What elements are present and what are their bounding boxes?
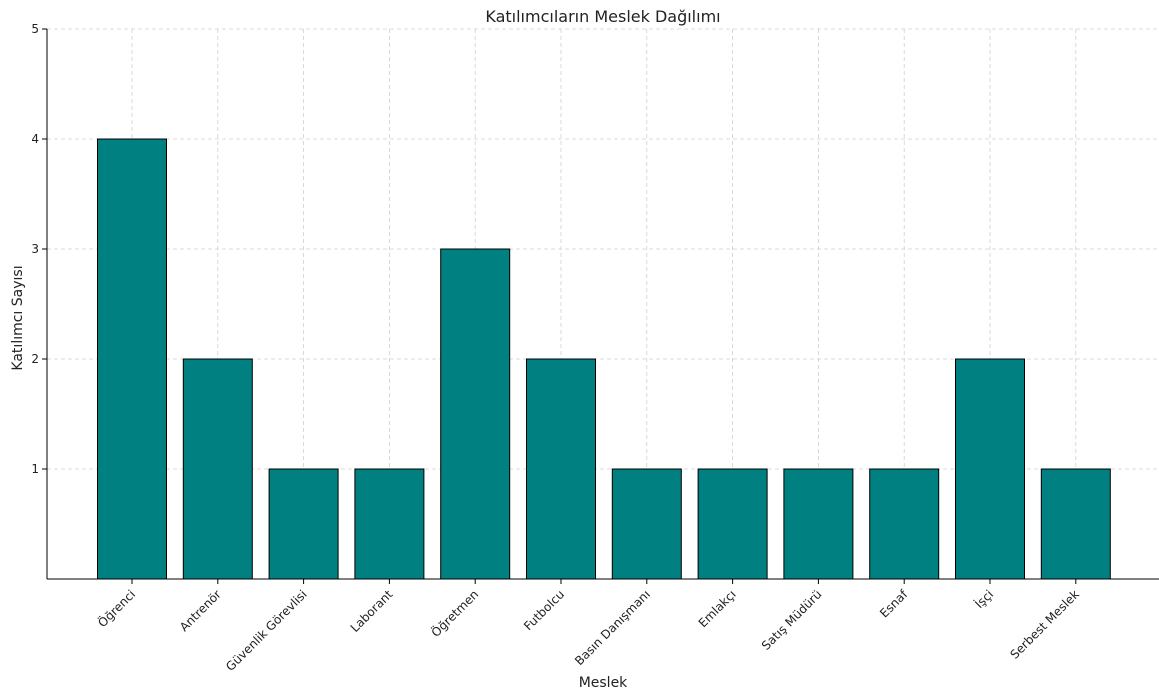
bar bbox=[955, 358, 1025, 580]
y-tick-label: 4 bbox=[31, 132, 39, 146]
bar bbox=[697, 468, 768, 580]
axes bbox=[46, 29, 1159, 580]
y-tick-label: 3 bbox=[31, 242, 39, 256]
x-tick-label: Futbolcu bbox=[521, 587, 567, 633]
x-tick-label: Antrenör bbox=[177, 587, 224, 634]
bar bbox=[354, 468, 425, 580]
x-tick-label: Öğrenci bbox=[94, 586, 138, 630]
chart-title: Katılımcıların Meslek Dağılımı bbox=[485, 7, 720, 26]
bar bbox=[783, 468, 854, 580]
y-axis-title: Katılımcı Sayısı bbox=[10, 265, 26, 370]
x-tick-label: Satış Müdürü bbox=[759, 587, 825, 653]
x-tick-label: Serbest Meslek bbox=[1007, 587, 1082, 662]
y-tick-label: 1 bbox=[31, 462, 39, 476]
bar bbox=[440, 248, 511, 580]
x-tick-label: Basın Danışmanı bbox=[572, 587, 653, 668]
y-tick-label: 5 bbox=[31, 22, 39, 36]
x-tick-label: Esnaf bbox=[877, 587, 911, 621]
y-ticks: 1 2 3 4 5 bbox=[31, 22, 47, 476]
x-tick-label: Öğretmen bbox=[427, 586, 481, 640]
x-ticks: Öğrenci Antrenör Güvenlik Görevlisi Laboran… bbox=[94, 579, 1082, 674]
x-tick-label: Laborant bbox=[348, 587, 396, 635]
bar bbox=[97, 138, 167, 580]
bar bbox=[268, 468, 339, 580]
bar bbox=[869, 468, 940, 580]
bar bbox=[182, 358, 253, 580]
bar bbox=[611, 468, 682, 580]
x-tick-label: İşçi bbox=[972, 587, 997, 612]
y-tick-label: 2 bbox=[31, 352, 39, 366]
x-tick-label: Güvenlik Görevlisi bbox=[223, 587, 310, 674]
bars bbox=[97, 138, 1111, 580]
x-tick-label: Emlakçı bbox=[696, 587, 739, 630]
bar bbox=[526, 358, 596, 580]
bar bbox=[1040, 468, 1111, 580]
x-axis-title: Meslek bbox=[579, 675, 628, 691]
